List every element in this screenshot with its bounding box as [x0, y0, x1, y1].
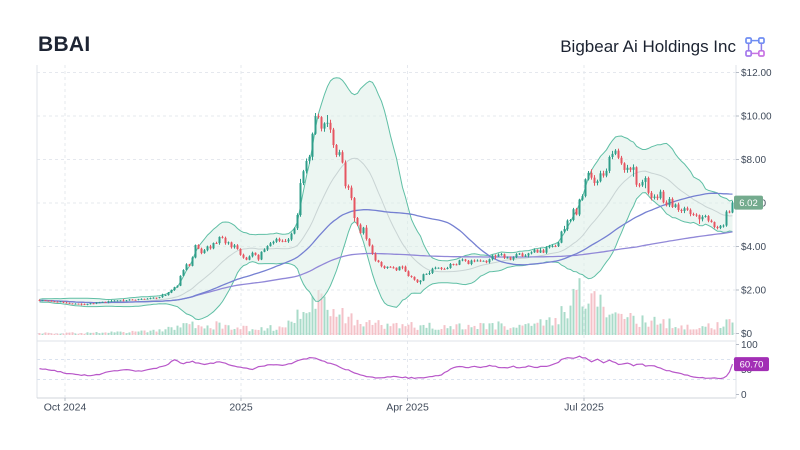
time-axis-label: Oct 2024	[44, 402, 87, 414]
axis-label: 0	[741, 390, 747, 401]
company-name: Bigbear Ai Holdings Inc	[560, 37, 736, 56]
axis-label: 100	[741, 340, 758, 351]
svg-text:60.70: 60.70	[740, 359, 764, 370]
ticker-symbol: BBAI	[38, 33, 91, 56]
value-badges: 6.02 60.70	[734, 195, 769, 372]
candles	[38, 112, 734, 306]
axis-label: $4.00	[741, 242, 766, 253]
bollinger-band	[39, 77, 733, 321]
company-header: Bigbear Ai Holdings Inc	[560, 36, 766, 58]
network-icon[interactable]	[744, 36, 766, 58]
time-axis-label: Jul 2025	[564, 402, 604, 414]
rsi-line	[39, 355, 734, 380]
last-price-badge: 6.02	[734, 195, 763, 210]
axis-label: $12.00	[741, 68, 772, 79]
axis-label: $8.00	[741, 155, 766, 166]
pane-borders	[36, 65, 737, 399]
rsi-value-badge: 60.70	[734, 357, 769, 372]
moving-averages	[39, 192, 733, 304]
axis-label: $2.00	[741, 286, 766, 297]
volume-bars	[38, 278, 734, 335]
axis-label: $0	[741, 329, 753, 340]
time-axis-label: 2025	[229, 402, 253, 414]
axis-label: $10.00	[741, 112, 772, 123]
price-axis-labels: $12.00$10.00$8.00$6.00$4.00$2.00$0100500	[736, 68, 772, 401]
time-axis-labels: Oct 2024 2025 Apr 2025 Jul 2025	[44, 398, 604, 414]
sma-50-line	[39, 192, 733, 304]
time-axis-label: Apr 2025	[386, 402, 429, 414]
svg-text:6.02: 6.02	[739, 198, 758, 209]
